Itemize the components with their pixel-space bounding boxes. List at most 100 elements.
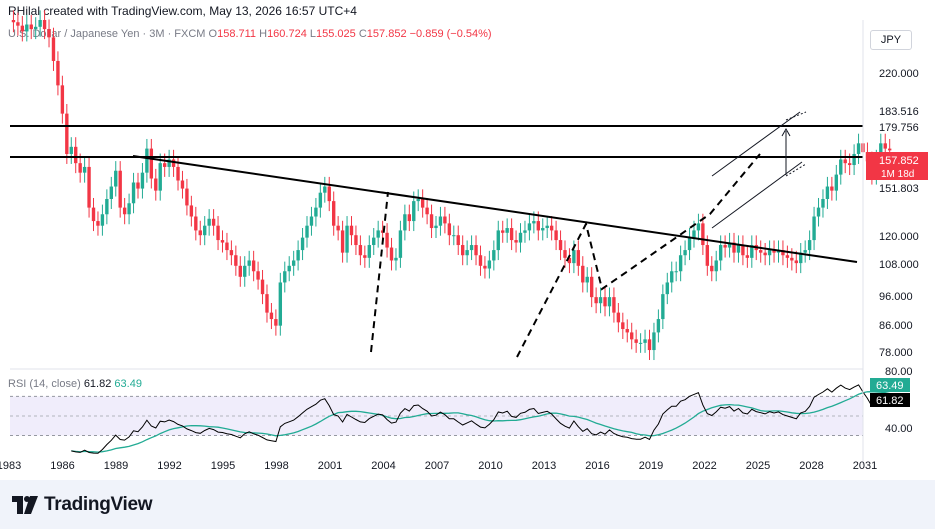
candle-body <box>554 230 558 241</box>
candle-body <box>674 271 678 273</box>
footer-bar: TradingView <box>0 480 935 529</box>
candle-body <box>349 225 354 236</box>
candle-body <box>496 230 500 251</box>
candle-body <box>345 225 349 253</box>
projection-arrow-head <box>781 127 791 137</box>
candle-body <box>363 255 367 258</box>
candle-body <box>265 294 269 313</box>
candle-body <box>260 279 265 295</box>
tradingview-logo[interactable]: TradingView <box>12 494 153 516</box>
candle-body <box>505 228 509 233</box>
candle-body <box>243 265 247 277</box>
candle-body <box>879 143 883 160</box>
candle-body <box>732 242 736 253</box>
candle-body <box>834 174 839 191</box>
candle-body <box>25 24 29 32</box>
rsi-band <box>10 395 863 436</box>
candle-body <box>167 159 171 167</box>
candle-body <box>296 250 300 261</box>
candle-body <box>839 159 843 175</box>
candle-body <box>647 339 652 351</box>
candle-body <box>305 225 309 238</box>
candle-body <box>385 232 389 248</box>
dashed-projection-left <box>370 191 389 353</box>
candle-body <box>487 260 492 269</box>
channel-upper <box>711 111 801 177</box>
candle-body <box>772 250 776 253</box>
candle-body <box>47 29 51 38</box>
candle-body <box>372 237 376 246</box>
channel-lower <box>711 161 803 229</box>
candle-body <box>207 218 211 226</box>
candle-body <box>332 201 336 226</box>
rsi-tick-label: 80.00 <box>885 366 913 378</box>
candle-body <box>216 225 220 241</box>
candle-body <box>87 166 91 208</box>
candle-body <box>581 265 585 283</box>
close-value: 157.852 <box>366 28 407 40</box>
candle-body <box>198 230 202 236</box>
candle-body <box>518 232 523 243</box>
time-tick-label: 1986 <box>50 460 74 472</box>
candle-body <box>234 255 238 266</box>
candle-body <box>790 257 794 261</box>
candle-body <box>11 20 16 23</box>
candles-group <box>11 10 892 361</box>
candle-body <box>812 216 816 241</box>
candle-body <box>60 85 65 114</box>
candle-body <box>394 257 398 261</box>
candle-body <box>634 339 638 343</box>
candle-body <box>278 282 283 326</box>
candle-body <box>29 24 33 30</box>
candle-body <box>211 218 216 226</box>
candle-body <box>33 26 38 30</box>
candle-body <box>670 271 674 283</box>
candle-body <box>705 245 710 266</box>
currency-button[interactable]: JPY <box>870 30 912 50</box>
candle-body <box>541 228 545 231</box>
candle-body <box>291 260 296 266</box>
attribution-text: RHilal created with TradingView.com, May… <box>8 4 357 18</box>
candle-body <box>238 265 242 277</box>
candle-body <box>105 198 109 215</box>
candle-body <box>701 223 705 246</box>
candle-body <box>340 230 345 253</box>
candle-body <box>799 252 803 264</box>
candle-body <box>532 221 536 224</box>
time-tick-label: 2007 <box>425 460 449 472</box>
candle-body <box>131 182 136 204</box>
tradingview-logo-icon <box>12 496 38 514</box>
time-tick-label: 1989 <box>104 460 128 472</box>
drawings-group <box>10 111 863 358</box>
candle-body <box>398 230 403 258</box>
high-value: 160.724 <box>267 28 307 40</box>
time-tick-label: 1995 <box>211 460 235 472</box>
candle-body <box>145 148 149 173</box>
price-chart[interactable]: 220.000 183.516 179.756 151.803 120.000 108.0… <box>0 0 935 480</box>
symbol-legend: U.S. Dollar / Japanese Yen · 3M · FXCM O… <box>8 28 492 40</box>
candle-body <box>763 252 767 256</box>
rsi-legend: RSI (14, close) 61.82 63.49 <box>8 378 142 390</box>
candle-body <box>589 276 594 298</box>
candle-body <box>621 322 625 330</box>
price-tick-label: 220.000 <box>879 68 919 80</box>
rsi-ma-value: 63.49 <box>114 378 142 390</box>
candle-body <box>856 143 861 154</box>
dashed-projection-right <box>516 153 761 358</box>
time-tick-label: 2025 <box>746 460 770 472</box>
candle-body <box>536 221 540 231</box>
candle-body <box>612 297 616 313</box>
candle-body <box>478 255 483 266</box>
candle-body <box>852 153 856 166</box>
candle-body <box>185 188 189 206</box>
candle-body <box>407 214 412 222</box>
candle-body <box>389 247 394 261</box>
candle-body <box>723 245 727 248</box>
projection-dotted-up <box>785 111 807 121</box>
candle-body <box>309 216 314 226</box>
candle-body <box>741 245 745 256</box>
candle-body <box>821 198 825 208</box>
candle-body <box>314 207 318 217</box>
candle-body <box>51 37 56 61</box>
candle-body <box>376 230 380 238</box>
